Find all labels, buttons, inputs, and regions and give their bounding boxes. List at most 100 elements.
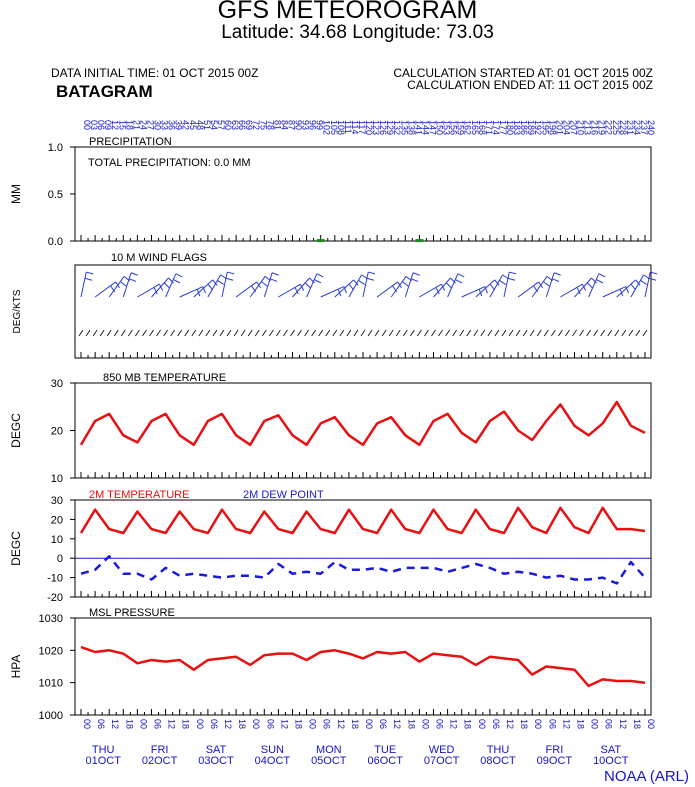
wind-dir-glyph	[99, 329, 105, 337]
bottom-hour-label: 06	[491, 719, 501, 729]
top-hour-label: 177	[498, 120, 508, 135]
wind-flag-barb	[411, 278, 419, 282]
wind-flag-barb	[294, 287, 299, 295]
bottom-hour-label: 00	[590, 719, 600, 729]
wind-flag-staff	[80, 271, 87, 298]
top-hour-label: 54	[209, 120, 219, 130]
bottom-hour-label: 00	[251, 719, 261, 729]
wind-flag-staff	[249, 276, 266, 298]
top-hour-label: 186	[519, 120, 529, 135]
wind-flag-barb	[175, 273, 183, 278]
top-hour-label: 57	[216, 120, 226, 130]
wind-flag-staff	[630, 274, 645, 298]
top-hour-label: 219	[597, 120, 607, 135]
wind-flag-staff	[165, 273, 177, 298]
wind-dir-glyph	[388, 329, 394, 337]
wind-flag-staff	[404, 272, 414, 298]
day-label: WED	[429, 744, 455, 756]
wind-flag-barb	[576, 287, 581, 295]
wind-flag-staff	[108, 276, 125, 298]
bottom-hour-label: 12	[110, 719, 120, 729]
top-hour-label: 165	[470, 120, 480, 135]
wind-flag-staff	[588, 273, 600, 298]
pressure-y-tick-label: 1010	[39, 678, 63, 690]
top-hour-label: 42	[181, 120, 191, 130]
station-name: BATAGRAM	[56, 82, 153, 101]
day-label: FRI	[546, 744, 564, 756]
wind-flag-staff	[362, 271, 369, 298]
wind-dir-glyph	[558, 329, 563, 337]
wind-dir-glyph	[240, 329, 246, 337]
wind-flag	[447, 273, 465, 298]
bottom-hour-label: 00	[308, 719, 318, 729]
wind-flag	[278, 283, 305, 298]
top-hour-label: 126	[378, 120, 388, 135]
date-label: 10OCT	[593, 755, 629, 767]
credit-label: NOAA (ARL)	[604, 768, 690, 785]
wind-dir-glyph	[212, 329, 218, 337]
wind-flag-barb	[552, 278, 560, 282]
wind-flag-barb	[353, 279, 359, 286]
pressure-line	[80, 645, 646, 688]
top-hour-label: 123	[371, 120, 381, 135]
wind-flag-barb	[217, 280, 224, 285]
calculation-ended: CALCULATION ENDED AT: 11 OCT 2015 00Z	[407, 78, 653, 92]
wind-flag-staff	[306, 273, 318, 298]
top-hour-label: 183	[512, 120, 522, 135]
bottom-hour-label: 06	[322, 719, 332, 729]
wind-dir-glyph	[120, 329, 126, 337]
wind-dir-glyph	[402, 329, 408, 337]
wind-dir-glyph	[247, 329, 253, 337]
top-hour-label: 78	[265, 120, 275, 130]
top-hour-label: 189	[526, 120, 536, 135]
wind-flag-staff	[545, 272, 555, 298]
wind-flag-staff	[644, 271, 651, 298]
wind-flag-barb	[598, 273, 606, 278]
top-hour-label: 114	[350, 120, 360, 134]
wind-flag-barb	[316, 273, 324, 278]
top-hour-label: 24	[138, 120, 148, 130]
wind-flag-barb	[86, 271, 94, 275]
wind-flag-staff	[122, 272, 132, 298]
wind-flag-barb	[596, 279, 604, 284]
wind-dir-glyph	[113, 329, 119, 337]
t2m-legend-temp: 2M TEMPERATURE	[89, 489, 189, 501]
wind-flag-staff	[334, 279, 355, 298]
top-hour-label: 09	[103, 120, 113, 130]
top-hour-label: 156	[449, 120, 459, 135]
wind-flag	[179, 286, 206, 298]
bottom-hour-label: 12	[392, 719, 402, 729]
day-label: SUN	[261, 744, 284, 756]
t2m-y-tick-label: -20	[47, 592, 63, 604]
wind-flag-staff	[461, 286, 486, 298]
wind-flag-barb	[120, 281, 127, 287]
wind-flag	[560, 283, 587, 298]
wind-flag	[588, 273, 606, 298]
wind-flag-barb	[367, 277, 375, 281]
wind-dir-glyph	[311, 329, 316, 337]
bottom-hour-label: 00	[364, 719, 374, 729]
t850-y-tick-label: 20	[51, 426, 63, 438]
top-hour-label: 195	[540, 120, 550, 135]
top-hour-label: 207	[568, 120, 578, 135]
wind-flag-staff	[602, 286, 627, 298]
t2m-y-tick-label: 0	[57, 553, 63, 565]
top-hour-label: 135	[399, 120, 409, 135]
pressure-panel-frame	[74, 617, 652, 716]
wind-flag	[419, 283, 446, 298]
top-hour-label: 63	[230, 120, 240, 130]
t2m-y-label: DEGC	[9, 531, 23, 566]
chart-subtitle: Latitude: 34.68 Longitude: 73.03	[221, 22, 494, 43]
wind-flag	[517, 281, 543, 298]
bottom-hour-label: 18	[181, 719, 191, 729]
wind-flag-barb	[509, 271, 517, 275]
top-hour-label: 129	[385, 120, 395, 135]
date-label: 07OCT	[424, 755, 460, 767]
precip-total-annotation: TOTAL PRECIPITATION: 0.0 MM	[88, 157, 251, 169]
bottom-hour-label: 18	[294, 719, 304, 729]
wind-flag	[376, 281, 402, 298]
bottom-hour-label: 18	[576, 719, 586, 729]
top-hour-label: 192	[533, 120, 543, 135]
top-hour-label: 84	[279, 120, 289, 130]
wind-flag	[545, 272, 561, 298]
